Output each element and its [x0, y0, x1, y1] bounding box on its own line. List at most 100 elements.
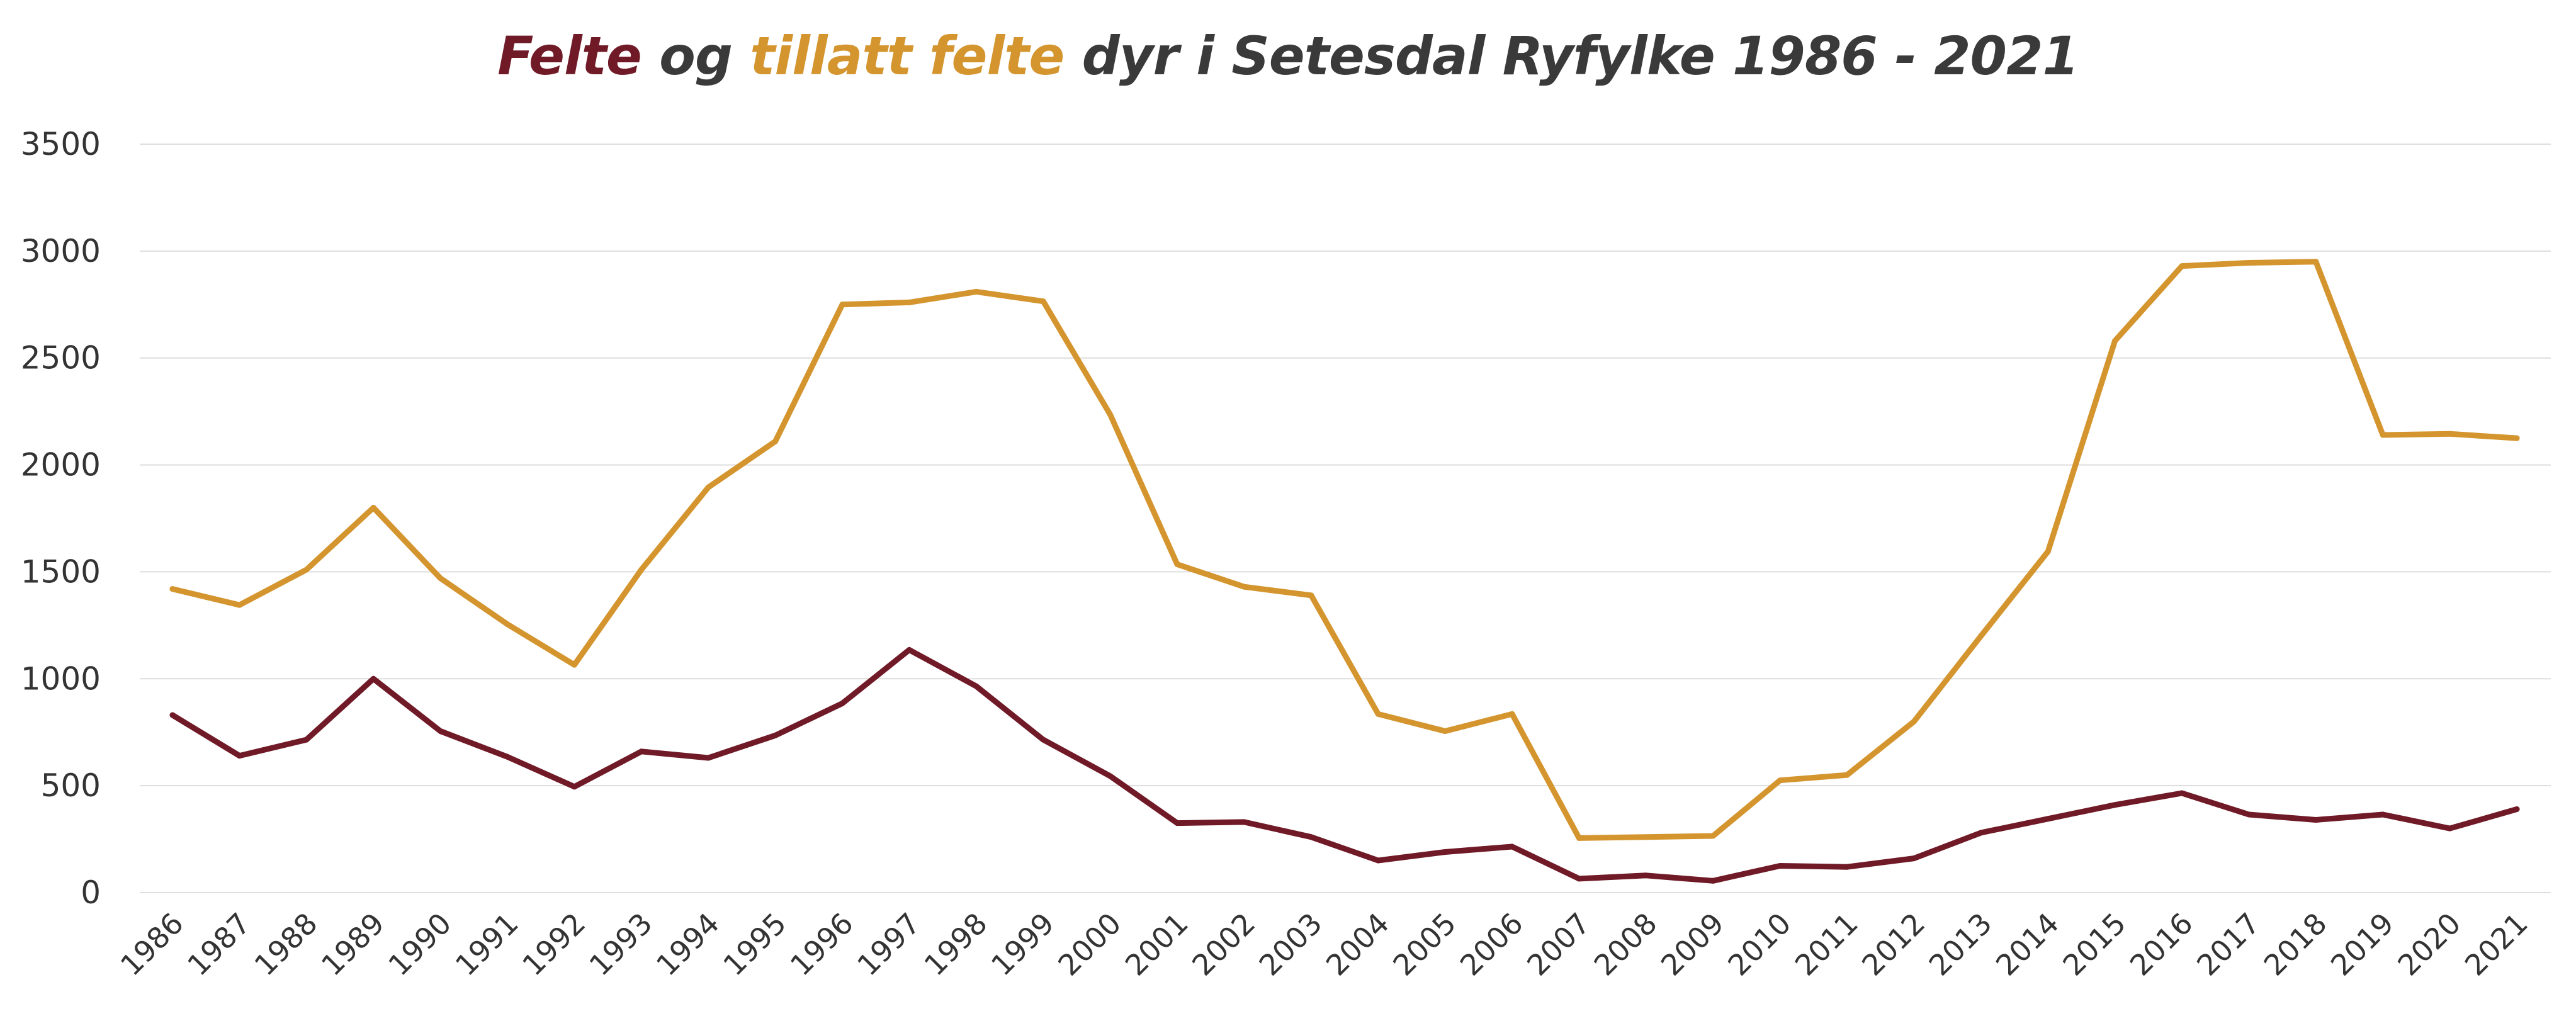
x-tick-label: 1999 — [985, 906, 1061, 983]
data-point — [705, 484, 711, 490]
data-point — [2179, 263, 2185, 269]
x-tick-label: 2003 — [1253, 906, 1329, 983]
data-point — [1710, 877, 1716, 884]
data-point — [571, 662, 577, 668]
data-point — [906, 646, 912, 653]
data-point — [906, 299, 912, 305]
data-point — [1978, 633, 1984, 639]
gridlines — [140, 144, 2551, 893]
x-tick-label: 1995 — [716, 906, 793, 983]
data-point — [1241, 584, 1247, 590]
data-point — [2246, 260, 2252, 266]
x-tick-label: 2004 — [1319, 906, 1396, 983]
data-point — [1978, 830, 1984, 836]
data-point — [1509, 711, 1515, 717]
y-tick-label: 3000 — [21, 233, 101, 269]
series-line-felte — [169, 646, 2520, 884]
y-tick-label: 500 — [41, 767, 101, 804]
data-point — [303, 567, 310, 573]
x-tick-label: 1992 — [516, 906, 592, 983]
data-point — [1040, 736, 1046, 743]
x-tick-label: 2021 — [2458, 906, 2534, 983]
data-point — [1844, 864, 1850, 870]
data-point — [839, 700, 845, 706]
title-rest: dyr i Setesdal Ryfylke 1986 - 2021 — [1064, 25, 2079, 87]
x-tick-label: 1991 — [449, 906, 525, 983]
data-point — [370, 675, 376, 682]
data-point — [2447, 431, 2453, 437]
x-tick-label: 2018 — [2257, 906, 2334, 983]
title-tillatt-felte: tillatt felte — [750, 25, 1065, 87]
data-point — [236, 753, 242, 759]
x-tick-label: 1997 — [850, 906, 927, 983]
x-axis: 1986198719881989199019911992199319941995… — [114, 906, 2534, 983]
data-point — [1375, 711, 1381, 717]
x-tick-label: 2001 — [1119, 906, 1195, 983]
data-point — [504, 753, 511, 760]
data-point — [772, 438, 779, 444]
data-point — [2112, 802, 2118, 808]
data-point — [1174, 820, 1180, 826]
y-tick-label: 1000 — [21, 660, 101, 697]
x-tick-label: 2020 — [2391, 906, 2467, 983]
x-tick-label: 2019 — [2324, 906, 2400, 983]
data-point — [638, 748, 645, 755]
data-point — [504, 621, 511, 628]
x-tick-label: 2002 — [1185, 906, 1262, 983]
data-point — [1576, 835, 1582, 841]
x-tick-label: 2010 — [1721, 906, 1797, 983]
data-point — [2045, 816, 2051, 822]
data-point — [438, 728, 444, 734]
x-tick-label: 2000 — [1051, 906, 1127, 983]
x-tick-label: 1988 — [248, 906, 324, 983]
data-point — [1241, 819, 1247, 825]
data-point — [2380, 432, 2386, 438]
x-tick-label: 1998 — [918, 906, 994, 983]
data-point — [973, 288, 980, 295]
data-point — [2514, 435, 2520, 441]
data-point — [169, 712, 176, 718]
data-point — [1911, 855, 1917, 862]
y-tick-label: 0 — [81, 874, 101, 911]
data-point — [1576, 876, 1582, 882]
data-point — [1911, 718, 1917, 725]
data-point — [1442, 728, 1449, 734]
x-tick-label: 2011 — [1788, 906, 1865, 983]
x-tick-label: 1986 — [114, 906, 190, 983]
data-point — [839, 302, 845, 308]
data-point — [2313, 259, 2319, 265]
x-tick-label: 2007 — [1520, 906, 1596, 983]
y-tick-label: 1500 — [21, 553, 101, 590]
y-tick-label: 2000 — [21, 447, 101, 483]
data-point — [1107, 412, 1114, 418]
data-point — [2246, 811, 2252, 818]
data-point — [1174, 561, 1180, 567]
x-tick-label: 1993 — [583, 906, 659, 983]
x-tick-label: 2009 — [1654, 906, 1731, 983]
title-og: og — [641, 25, 750, 87]
y-tick-label: 3500 — [21, 126, 101, 162]
x-tick-label: 2008 — [1588, 906, 1664, 983]
x-tick-label: 2016 — [2123, 906, 2200, 983]
data-point — [2045, 548, 2051, 555]
series-line-tillatt-felte — [169, 259, 2520, 841]
data-point — [772, 732, 779, 738]
data-point — [1777, 863, 1783, 869]
data-point — [1308, 592, 1314, 599]
data-point — [1442, 849, 1449, 855]
data-point — [1107, 773, 1114, 779]
x-tick-label: 2012 — [1855, 906, 1931, 983]
x-tick-label: 1989 — [315, 906, 391, 983]
x-tick-label: 1990 — [381, 906, 458, 983]
data-point — [1308, 834, 1314, 840]
data-point — [1710, 833, 1716, 839]
data-point — [1509, 843, 1515, 850]
x-tick-label: 2014 — [1989, 906, 2065, 983]
data-point — [236, 602, 242, 608]
data-point — [169, 586, 176, 592]
x-tick-label: 2013 — [1923, 906, 1999, 983]
data-point — [2179, 790, 2185, 796]
data-point — [2313, 817, 2319, 823]
